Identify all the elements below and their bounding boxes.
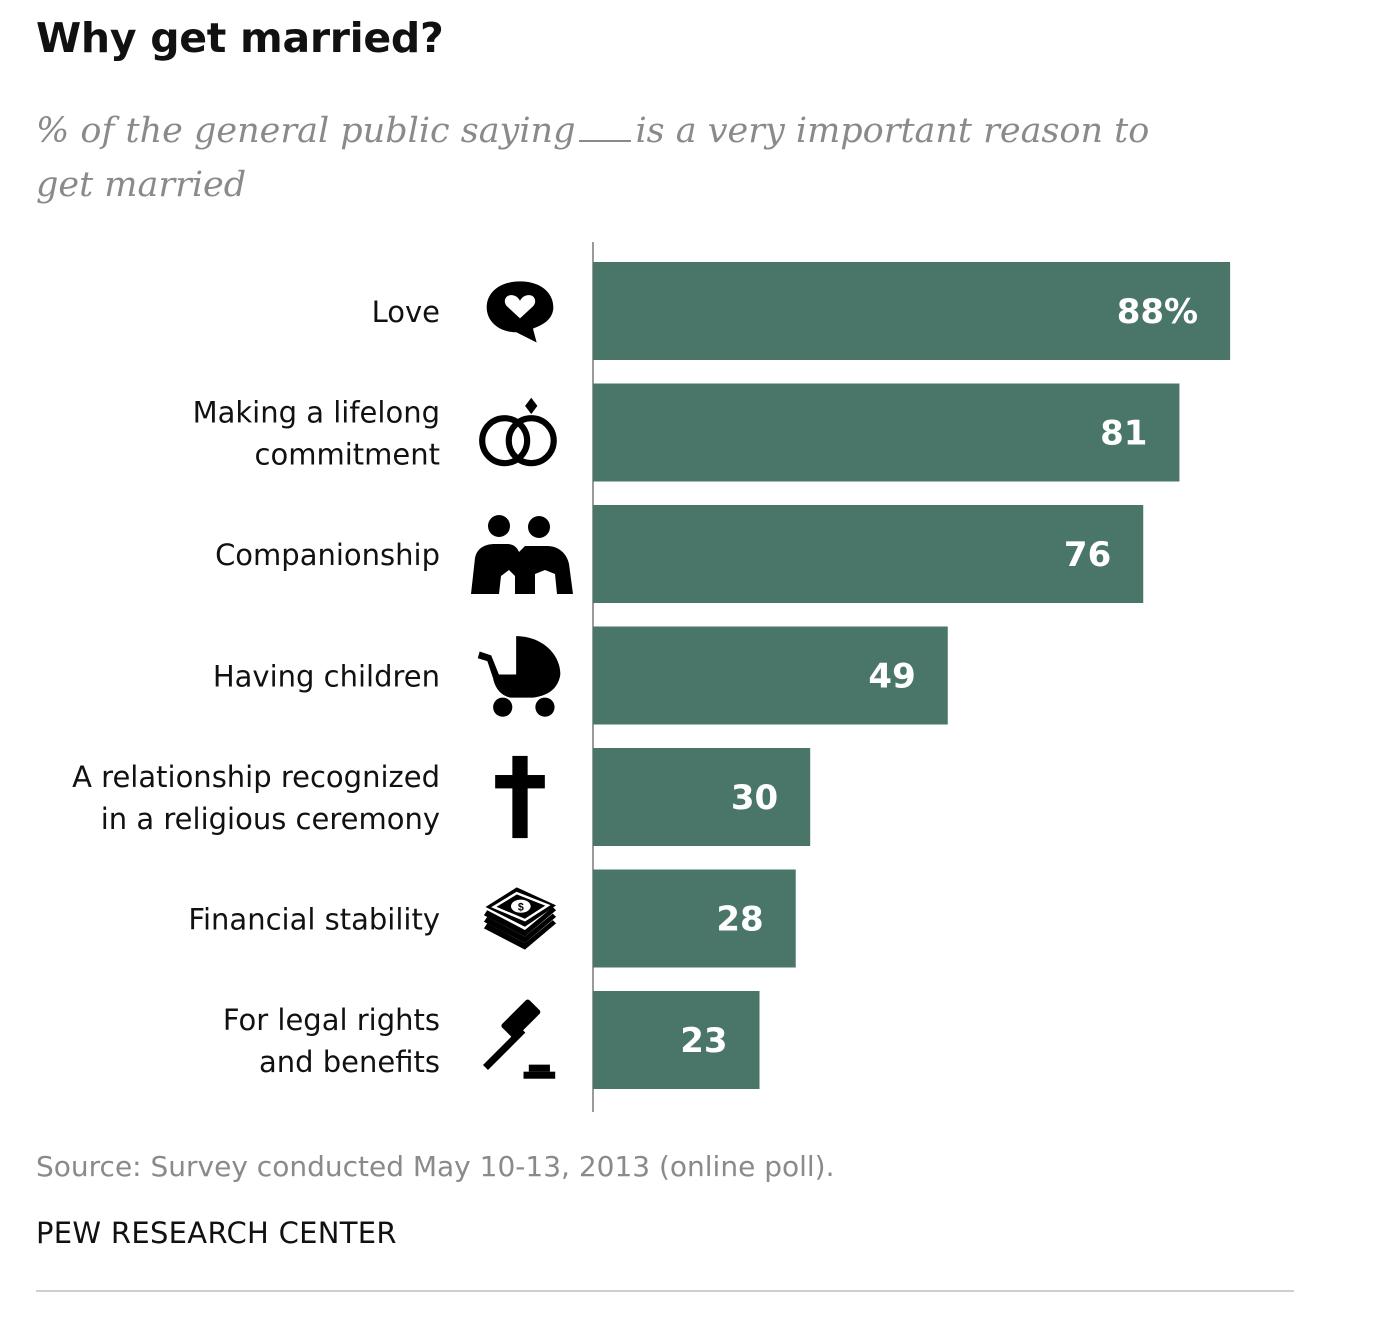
bar (593, 383, 1180, 482)
category-label: and benefits (259, 1045, 440, 1079)
baby-stroller-icon (477, 636, 561, 717)
category-label: Love (372, 295, 440, 329)
money-stack-icon (482, 886, 558, 951)
bar-value-label: 23 (680, 1021, 727, 1061)
category-label: in a religious ceremony (101, 802, 440, 836)
subtitle-blank (579, 112, 632, 142)
category-label: commitment (255, 438, 440, 472)
bar-value-label: 49 (868, 657, 915, 697)
wedding-rings-icon (482, 398, 554, 463)
bar (593, 748, 811, 846)
bar-value-label: 76 (1064, 535, 1111, 575)
category-label: For legal rights (223, 1003, 440, 1037)
subtitle-text-after: is a very important reason to get marrie… (36, 111, 1150, 205)
category-label: A relationship recognized (72, 760, 440, 794)
heart-speech-bubble-icon (486, 281, 554, 343)
category-label: Financial stability (188, 903, 440, 937)
category-label: Having children (213, 660, 440, 694)
category-label: Making a lifelong (193, 396, 440, 430)
chart-subtitle: % of the general public saying is a very … (36, 104, 1216, 212)
bar (593, 626, 948, 725)
chart-title: Why get married? (36, 14, 444, 62)
bars-layer: 88% Love 81 Making a lifelong commitment 76 Co… (72, 262, 1231, 1089)
bar (593, 869, 796, 968)
cross-icon (495, 755, 545, 839)
bar-value-label: 28 (716, 900, 763, 940)
bar (593, 505, 1144, 603)
bar-value-label: 30 (731, 778, 778, 818)
bar (593, 262, 1231, 360)
bar (593, 991, 760, 1089)
organization-name: PEW RESEARCH CENTER (36, 1216, 397, 1250)
bar-value-label: 88% (1117, 292, 1198, 332)
bar-value-label: 81 (1100, 414, 1147, 454)
source-note: Source: Survey conducted May 10-13, 2013… (36, 1150, 835, 1183)
footer-divider (36, 1290, 1294, 1292)
couple-icon (471, 515, 573, 594)
category-label: Companionship (215, 538, 440, 572)
gavel-icon (483, 998, 556, 1079)
subtitle-text-before: % of the general public saying (36, 111, 576, 151)
